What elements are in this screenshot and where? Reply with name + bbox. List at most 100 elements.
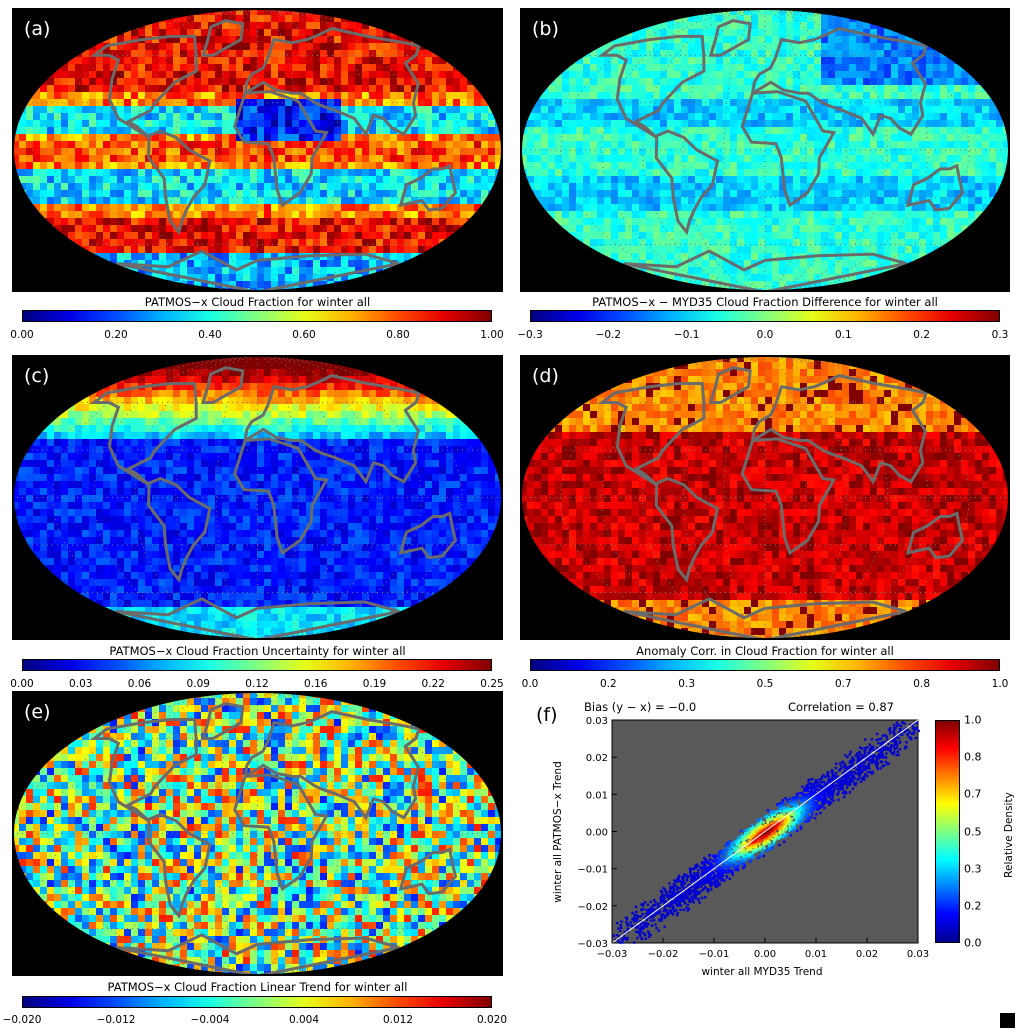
colorbar-ticks-c: 0.00 0.03 0.06 0.09 0.12 0.16 0.19 0.22 0.25 — [10, 678, 503, 692]
density-tick: 0.3 — [964, 862, 982, 876]
colorbar-e — [22, 996, 492, 1008]
density-colorbar-ticks: 0.0 0.2 0.3 0.5 0.7 0.8 1.0 — [962, 714, 1002, 950]
caption-d: Anomaly Corr. in Cloud Fraction for wint… — [636, 644, 894, 658]
colorbar-tick-c: 0.03 — [69, 678, 93, 690]
y-tick-label: −0.01 — [577, 865, 608, 876]
density-tick: 1.0 — [964, 713, 982, 727]
caption-b: PATMOS−x − MYD35 Cloud Fraction Differen… — [592, 295, 938, 309]
colorbar-a — [22, 310, 492, 322]
colorbar-tick-e: 0.012 — [382, 1014, 414, 1026]
colorbar-tick-d: 0.8 — [913, 678, 931, 690]
colorbar-tick-a: 0.80 — [386, 329, 410, 341]
y-tick-label: −0.03 — [577, 939, 608, 950]
colorbar-tick-d: 0.7 — [834, 678, 852, 690]
colorbar-ticks-d: 0.0 0.2 0.3 0.5 0.7 0.8 1.0 — [522, 678, 1009, 692]
colorbar-tick-c: 0.22 — [421, 678, 445, 690]
scatter-xlabel: winter all MYD35 Trend — [701, 966, 823, 978]
map-e: (e) — [12, 691, 503, 976]
colorbar-tick-e: −0.012 — [96, 1014, 136, 1026]
colorbar-ticks-a: 0.00 0.20 0.40 0.60 0.80 1.00 — [10, 329, 503, 343]
map-d: (d) — [520, 355, 1010, 640]
x-tick-label: 0.01 — [805, 949, 827, 960]
y-tick-label: 0.02 — [586, 753, 608, 764]
colorbar-tick-d: 1.0 — [991, 678, 1009, 690]
panel-label-c: (c) — [24, 365, 50, 387]
density-tick: 0.8 — [964, 750, 982, 764]
density-tick: 0.7 — [964, 787, 982, 801]
map-a-svg — [14, 10, 501, 290]
colorbar-tick-b: −0.1 — [673, 329, 700, 341]
colorbar-tick-d: 0.0 — [521, 678, 539, 690]
colorbar-tick-b: 0.0 — [756, 329, 774, 341]
panel-label-d: (d) — [532, 365, 559, 387]
caption-e: PATMOS−x Cloud Fraction Linear Trend for… — [107, 980, 408, 994]
density-tick: 0.0 — [964, 936, 982, 950]
corner-marker — [1000, 1013, 1015, 1028]
panel-label-f: (f) — [536, 704, 558, 726]
colorbar-tick-c: 0.12 — [245, 678, 269, 690]
panel-label-e: (e) — [24, 701, 51, 723]
colorbar-tick-d: 0.3 — [678, 678, 696, 690]
map-c-svg — [14, 357, 501, 638]
colorbar-tick-e: −0.004 — [190, 1014, 230, 1026]
graticule-e — [14, 693, 501, 974]
x-tick-label: 0.00 — [754, 949, 776, 960]
colorbar-tick-a: 0.40 — [198, 329, 222, 341]
coastline-d — [597, 366, 965, 638]
one-to-one-line — [611, 719, 919, 944]
y-tick-label: 0.03 — [586, 716, 608, 727]
colorbar-tick-c: 0.06 — [127, 678, 152, 690]
map-d-svg — [522, 357, 1008, 638]
graticule-c — [14, 357, 501, 638]
caption-c: PATMOS−x Cloud Fraction Uncertainty for … — [109, 644, 406, 658]
colorbar-tick-a: 0.00 — [10, 329, 34, 341]
graticule-d — [522, 357, 1008, 638]
colorbar-tick-e: 0.020 — [476, 1014, 508, 1026]
y-tick-label: −0.02 — [577, 902, 608, 913]
y-tick-label: 0.00 — [586, 828, 608, 839]
colorbar-tick-b: −0.3 — [517, 329, 543, 341]
colorbar-b — [530, 310, 1000, 322]
map-a: (a) — [12, 8, 503, 292]
correlation-text: Correlation = 0.87 — [788, 700, 894, 714]
map-b: (b) — [520, 8, 1010, 292]
density-colorbar — [935, 720, 960, 943]
colorbar-tick-e: 0.004 — [288, 1014, 320, 1026]
colorbar-tick-a: 0.60 — [292, 329, 316, 341]
map-e-svg — [14, 693, 501, 974]
colorbar-tick-c: 0.00 — [10, 678, 34, 690]
x-tick-label: −0.03 — [597, 949, 628, 960]
scatter-ylabel: winter all PATMOS−x Trend — [552, 761, 564, 903]
graticule-a — [14, 10, 501, 290]
density-tick: 0.5 — [964, 825, 982, 838]
coastline-a — [89, 19, 458, 290]
x-tick-label: 0.02 — [856, 949, 878, 960]
colorbar-tick-c: 0.19 — [362, 678, 387, 690]
caption-a: PATMOS−x Cloud Fraction for winter all — [144, 295, 371, 309]
panel-label-b: (b) — [532, 18, 559, 40]
panel-label-a: (a) — [24, 18, 51, 40]
colorbar-tick-e: −0.020 — [2, 1014, 42, 1026]
graticule-b — [522, 10, 1008, 290]
map-b-svg — [522, 10, 1008, 290]
colorbar-tick-a: 1.00 — [480, 329, 504, 341]
colorbar-tick-b: 0.2 — [913, 329, 931, 341]
colorbar-tick-d: 0.2 — [599, 678, 617, 690]
colorbar-tick-b: 0.1 — [834, 329, 852, 341]
coastline-c — [89, 366, 458, 638]
colorbar-tick-c: 0.16 — [304, 678, 328, 690]
scatter-plot: −0.03−0.03 −0.02 −0.02 −0.01 −0.01 0.00 0.00 0.… — [577, 716, 929, 960]
colorbar-ticks-b: −0.3 −0.2 −0.1 0.0 0.1 0.2 0.3 — [517, 329, 1008, 343]
colorbar-ticks-e: −0.020 −0.012 −0.004 0.004 0.012 0.020 — [3, 1014, 507, 1028]
colorbar-tick-b: 0.3 — [991, 329, 1009, 341]
density-colorbar-label: Relative Density — [1003, 792, 1015, 878]
map-c: (c) — [12, 355, 503, 640]
colorbar-d — [530, 659, 1000, 671]
colorbar-c — [22, 659, 492, 671]
y-tick-label: 0.01 — [586, 790, 608, 801]
coastline-e — [89, 702, 458, 974]
colorbar-tick-c: 0.25 — [480, 678, 504, 690]
bias-text: Bias (y − x) = −0.0 — [584, 700, 697, 714]
colorbar-tick-a: 0.20 — [104, 329, 128, 341]
x-tick-label: 0.03 — [907, 949, 929, 960]
